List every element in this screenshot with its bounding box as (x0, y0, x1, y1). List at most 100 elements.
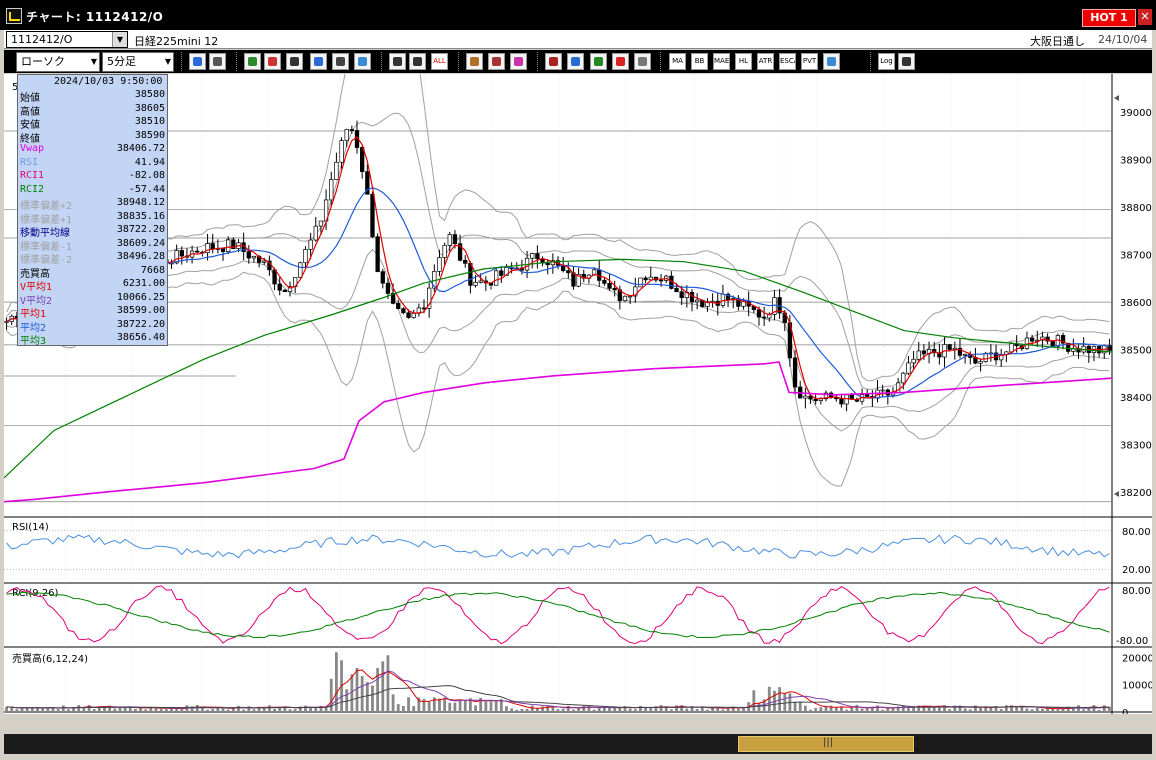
candle-body (457, 243, 463, 261)
volume-bar (649, 708, 653, 712)
candle-body (839, 398, 844, 405)
volume-bar (736, 708, 740, 712)
chevron-down-icon[interactable]: ▼ (164, 57, 171, 66)
candle-body (339, 140, 344, 163)
volume-bar (1046, 707, 1049, 712)
all-icon[interactable]: ALL (431, 53, 448, 70)
legend-value: 41.94 (134, 156, 165, 168)
moving-average-long-line (4, 258, 1113, 479)
gear-icon[interactable] (466, 53, 483, 70)
wrench-icon[interactable] (488, 53, 505, 70)
volume-bar (654, 706, 658, 712)
volume-bar (190, 706, 194, 712)
time-scrollbar[interactable] (4, 734, 1152, 754)
document-icon[interactable] (332, 53, 349, 70)
legend-label: RSI (20, 156, 39, 168)
candle-body (427, 287, 432, 309)
candle-body (622, 295, 628, 302)
candle-body (411, 312, 416, 318)
scrollbar-thumb[interactable]: ||| (738, 736, 914, 752)
hl-icon[interactable]: HL (735, 53, 752, 70)
candle-icon[interactable] (389, 53, 406, 70)
search-icon[interactable] (189, 53, 206, 70)
volume-bar (211, 709, 215, 712)
rci-tick-label: -80.00 (1116, 636, 1148, 647)
volume-bar (417, 697, 421, 712)
color-icon[interactable] (510, 53, 527, 70)
chart-type-select[interactable]: ローソク ▼ (16, 52, 100, 72)
mae-icon[interactable]: MAE (713, 53, 730, 70)
candle-body (494, 270, 499, 286)
chevron-down-icon[interactable]: ▼ (90, 57, 97, 66)
export-icon[interactable] (898, 53, 915, 70)
volume-bar (979, 708, 982, 712)
volume-bar (896, 706, 900, 712)
volume-bar (860, 708, 864, 712)
chart-area[interactable]: 39000 38900 38800 38700 38600 38500 38400 38300… (4, 74, 1152, 714)
data-window: 2024/10/03 9:50:00 始値 38580 高値 38605 安値 38510… (17, 74, 168, 347)
log-icon[interactable]: Log (878, 53, 895, 70)
legend-row: 平均3 38656.40 (20, 332, 165, 347)
cursor-icon[interactable] (286, 53, 303, 70)
clock-icon[interactable] (634, 53, 651, 70)
grip-icon: ||| (823, 737, 834, 748)
price-corner-label: 5 (12, 82, 18, 93)
volume-bar (257, 706, 261, 712)
candle-body (844, 394, 849, 405)
volume-bar (515, 709, 519, 712)
candle-body (452, 234, 458, 245)
volume-tick-label: 0 (1122, 708, 1128, 714)
candle-body (210, 243, 215, 250)
volume-bar (752, 690, 756, 712)
candle-body (921, 350, 927, 355)
volume-bar (324, 707, 328, 712)
pin-icon[interactable] (545, 53, 562, 70)
fill-icon[interactable] (310, 53, 327, 70)
legend-row: 平均2 38722.20 (20, 319, 165, 334)
crosshair-icon[interactable] (209, 53, 226, 70)
pvt-icon[interactable]: PVT (801, 53, 818, 70)
volume-bar (463, 700, 467, 712)
moving-average-short-line (6, 136, 1110, 401)
window-title: チャート: 1112412/O (26, 10, 164, 24)
chevron-down-icon[interactable]: ▼ (112, 32, 127, 47)
candle-body (447, 234, 452, 246)
volume-bar (427, 701, 431, 712)
candle-body (694, 299, 700, 303)
date-label: 24/10/04 (1098, 33, 1148, 46)
bb-icon[interactable]: BB (691, 53, 708, 70)
legend-label: 始値 (20, 93, 40, 104)
candle-icon[interactable] (409, 53, 426, 70)
volume-bar (1025, 708, 1029, 712)
candle-body (705, 301, 710, 307)
legend-label: RCI1 (20, 170, 45, 181)
zoom-icon[interactable] (567, 53, 584, 70)
symbol-select[interactable]: 1112412/O ▼ (6, 31, 128, 48)
legend-label: 高値 (20, 106, 40, 118)
brush-icon[interactable] (264, 53, 281, 70)
volume-bar (139, 707, 142, 712)
bar-icon[interactable] (590, 53, 607, 70)
pen-icon[interactable] (244, 53, 261, 70)
esca-icon[interactable]: ESCA (779, 53, 796, 70)
candle-body (380, 271, 385, 284)
window-icon[interactable] (823, 53, 840, 70)
legend-row: RCI2 -57.44 (20, 184, 165, 197)
hot-button[interactable]: HOT 1 (1082, 9, 1136, 27)
legend-label: 標準偏差-1 (20, 241, 73, 253)
volume-bar (706, 709, 709, 712)
volume-bar (690, 705, 694, 712)
trash-icon[interactable] (354, 53, 371, 70)
volume-bar (87, 704, 91, 712)
close-icon[interactable]: ✕ (1138, 9, 1152, 25)
timeframe-select[interactable]: 5分足 ▼ (102, 52, 174, 72)
volume-bar (432, 697, 436, 712)
rci-tick-label: 80.00 (1122, 586, 1151, 597)
arrows-icon[interactable] (612, 53, 629, 70)
toolbar-separator (537, 52, 540, 71)
atr-icon[interactable]: ATR (757, 53, 774, 70)
volume-bar (1020, 706, 1024, 712)
ma-icon[interactable]: MA (669, 53, 686, 70)
volume-bar (716, 706, 720, 712)
volume-bar (5, 706, 8, 712)
